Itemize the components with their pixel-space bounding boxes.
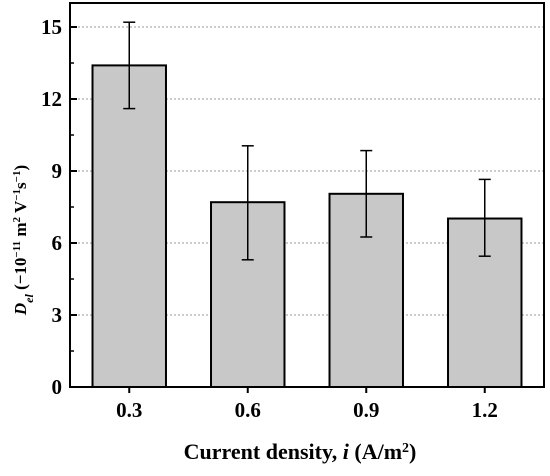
y-tick-label: 12 <box>41 87 62 111</box>
y-tick-label: 3 <box>52 303 63 327</box>
bars <box>91 64 523 389</box>
y-tick-label: 6 <box>52 231 63 255</box>
x-tick-label: 0.9 <box>353 398 379 422</box>
y-tick-label: 15 <box>41 15 62 39</box>
bar-0.3 <box>91 64 167 389</box>
x-axis-label: Current density, i (A/m2) <box>184 439 417 464</box>
y-axis-label: Del (−10−11 m2 V−1s−1) <box>11 165 36 316</box>
error-bars <box>123 21 491 261</box>
grid-lines <box>70 26 544 316</box>
bar-0.6 <box>210 201 286 388</box>
plot-frame <box>69 2 545 388</box>
y-tick-label: 0 <box>52 375 63 399</box>
x-tick-label: 1.2 <box>472 398 498 422</box>
x-axis-ticks: 0.3 0.6 0.9 1.2 <box>116 387 498 422</box>
x-tick-label: 0.6 <box>235 398 261 422</box>
y-axis-ticks: 0 3 6 9 12 15 <box>41 15 77 399</box>
x-tick-label: 0.3 <box>116 398 142 422</box>
y-tick-label: 9 <box>52 159 63 183</box>
